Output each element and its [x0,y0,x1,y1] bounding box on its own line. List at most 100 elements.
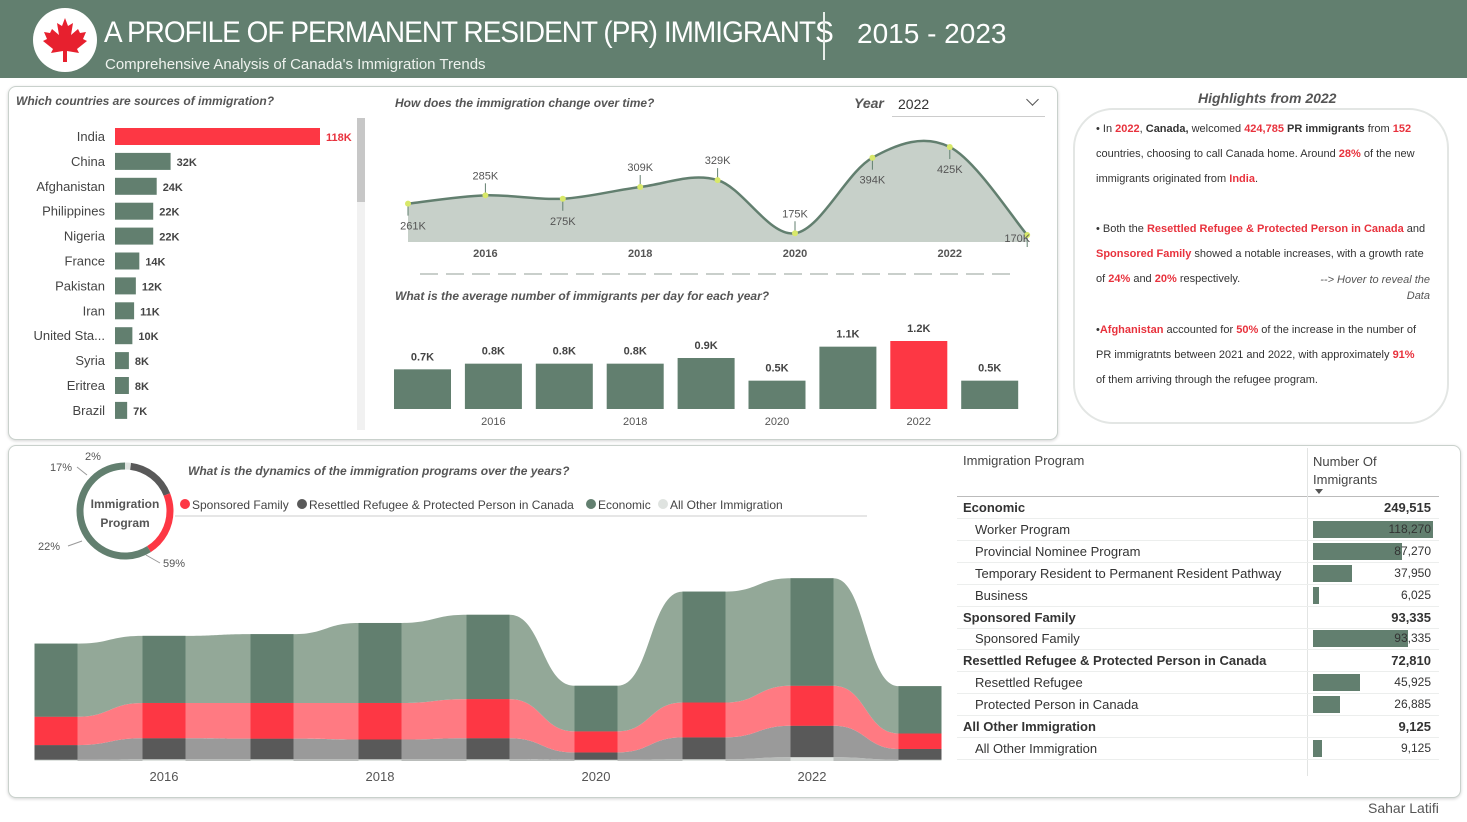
year-filter-dropdown[interactable]: 2022 [892,90,1045,117]
trend-point[interactable] [559,195,566,202]
trend-point[interactable] [714,177,721,184]
chevron-down-icon[interactable] [1026,93,1039,106]
table-row[interactable]: All Other Immigration 9,125 [957,738,1439,760]
program-segment[interactable] [574,685,618,732]
donut-slice[interactable] [76,462,174,560]
program-segment[interactable] [250,634,294,703]
trend-point[interactable] [1024,232,1031,238]
table-cell-label: Resettled Refugee [975,675,1083,691]
program-segment[interactable] [574,752,618,760]
program-segment[interactable] [790,725,834,758]
program-segment[interactable] [466,759,510,761]
table-cell-value: 6,025 [1400,587,1431,602]
trend-point[interactable] [637,184,644,191]
program-segment[interactable] [34,745,78,760]
program-segment[interactable] [898,748,942,760]
legend-label[interactable]: All Other Immigration [670,498,783,512]
program-segment[interactable] [142,635,186,703]
table-row[interactable]: Business 6,025 [957,585,1439,607]
legend-label[interactable]: Economic [598,498,651,512]
table-group-row[interactable]: Resettled Refugee & Protected Person in … [957,650,1439,673]
country-bar[interactable] [115,401,128,419]
country-bar[interactable] [115,327,133,345]
program-segment[interactable] [574,731,618,753]
program-segment[interactable] [790,757,834,761]
program-segment[interactable] [898,759,942,761]
program-segment[interactable] [574,759,618,761]
trend-area-chart: 261K 285K 275K 309K 329K 175K 394K 425K 170K 2016… [400,139,1031,275]
program-segment[interactable] [898,733,942,749]
table-group-row[interactable]: All Other Immigration 9,125 [957,716,1439,738]
table-row[interactable]: Sponsored Family 93,335 [957,628,1439,651]
per-day-bar[interactable] [464,363,522,409]
table-cell-value: 72,810 [1391,653,1431,669]
chart-scrollbar[interactable] [357,118,365,202]
country-bar[interactable] [115,302,135,320]
table-header-count[interactable]: Number Of Immigrants [1313,453,1413,494]
program-segment[interactable] [142,702,186,739]
table-group-row[interactable]: Sponsored Family 93,335 [957,607,1439,629]
program-segment[interactable] [142,738,186,760]
program-segment[interactable] [358,622,402,703]
per-day-bar[interactable] [748,380,806,409]
country-bar[interactable] [115,227,154,245]
table-row[interactable]: Temporary Resident to Permanent Resident… [957,563,1439,585]
highlight-paragraph-3: •Afghanistan accounted for 50% of the in… [1096,318,1426,393]
per-day-bar[interactable] [890,341,948,409]
table-row[interactable]: Protected Person in Canada 26,885 [957,694,1439,717]
program-segment[interactable] [898,686,942,734]
year-filter-value: 2022 [898,96,930,112]
program-segment[interactable] [142,759,186,761]
program-segment[interactable] [358,739,402,760]
trend-point[interactable] [792,230,798,237]
per-day-bar[interactable] [819,346,877,409]
program-segment[interactable] [34,759,78,761]
country-label: Afghanistan [36,179,105,194]
trend-point[interactable] [946,144,953,150]
legend-label[interactable]: Sponsored Family [192,498,289,512]
country-bar[interactable] [115,352,129,370]
program-segment[interactable] [682,737,726,760]
program-segment[interactable] [682,702,726,738]
table-row[interactable]: Provincial Nominee Program 87,270 [957,541,1439,563]
program-segment[interactable] [466,699,510,739]
country-bar[interactable] [115,377,129,394]
trend-value-label: 261K [400,221,426,233]
program-segment[interactable] [682,591,726,703]
table-row[interactable]: Worker Program 118,270 [957,519,1439,541]
bullet-text: • [1096,324,1100,336]
trend-point[interactable] [405,200,411,207]
program-segment[interactable] [34,716,78,746]
per-day-bar[interactable] [677,358,735,409]
countries-bar-chart: India 118K China 32K Afghanistan 24K Philippin… [33,118,365,430]
program-segment[interactable] [250,702,294,739]
program-segment[interactable] [358,759,402,761]
legend-label[interactable]: Resettled Refugee & Protected Person in … [309,498,574,512]
country-bar[interactable] [115,128,320,145]
program-segment[interactable] [790,685,834,726]
sort-down-icon[interactable] [1315,489,1323,494]
table-group-row[interactable]: Economic 249,515 [957,497,1439,519]
per-day-bar[interactable] [535,363,593,409]
per-day-bar[interactable] [606,363,664,409]
program-segment[interactable] [250,759,294,761]
program-segment[interactable] [790,578,834,686]
country-bar[interactable] [115,277,136,295]
per-day-bar[interactable] [394,369,451,409]
per-day-bar[interactable] [961,380,1019,409]
country-bar[interactable] [115,252,140,270]
program-segment[interactable] [466,738,510,760]
program-segment[interactable] [358,702,402,740]
trend-point[interactable] [869,154,876,161]
highlight-paragraph-1: • In 2022, Canada, welcomed 424,785 PR i… [1096,117,1426,192]
donut-slice[interactable] [76,462,174,560]
program-segment[interactable] [34,643,78,717]
program-segment[interactable] [250,738,294,760]
country-bar[interactable] [115,202,154,220]
country-bar[interactable] [115,152,171,170]
country-bar[interactable] [115,177,157,195]
program-segment[interactable] [466,614,510,700]
program-segment[interactable] [682,759,726,761]
table-row[interactable]: Resettled Refugee 45,925 [957,672,1439,695]
trend-point[interactable] [482,192,489,199]
